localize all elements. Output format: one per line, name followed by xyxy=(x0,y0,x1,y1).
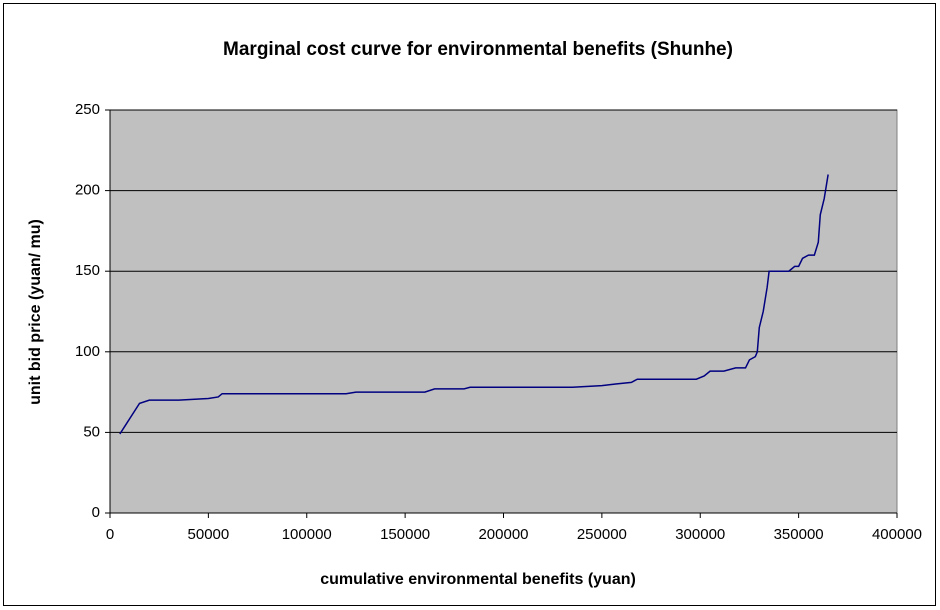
plot-area xyxy=(109,109,898,514)
x-tick-label: 0 xyxy=(106,526,114,543)
y-tick-label: 200 xyxy=(75,182,100,199)
x-tick-label: 150000 xyxy=(380,526,430,543)
y-tick-label: 100 xyxy=(75,343,100,360)
x-tick-label: 250000 xyxy=(577,526,627,543)
y-tick-label: 0 xyxy=(92,504,100,521)
y-tick-label: 50 xyxy=(83,423,100,440)
data-line xyxy=(119,174,829,435)
x-tick-label: 400000 xyxy=(872,526,922,543)
x-axis-label: cumulative environmental benefits (yuan) xyxy=(320,571,636,588)
y-tick-label: 250 xyxy=(75,101,100,118)
chart-title: Marginal cost curve for environmental be… xyxy=(223,39,733,60)
x-tick-label: 300000 xyxy=(675,526,725,543)
x-tick-label: 200000 xyxy=(478,526,528,543)
x-tick-label: 50000 xyxy=(188,526,230,543)
y-axis-label: unit bid price (yuan/ mu) xyxy=(27,219,44,405)
y-tick-label: 150 xyxy=(75,262,100,279)
x-tick-label: 350000 xyxy=(774,526,824,543)
x-tick-label: 100000 xyxy=(282,526,332,543)
